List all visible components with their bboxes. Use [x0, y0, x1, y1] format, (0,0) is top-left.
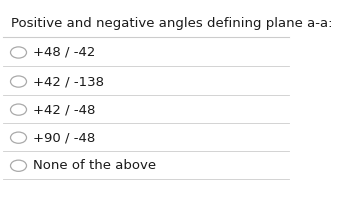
Text: +42 / -48: +42 / -48 [33, 103, 95, 116]
Text: +48 / -42: +48 / -42 [33, 46, 95, 59]
Text: Positive and negative angles defining plane a-a:: Positive and negative angles defining pl… [11, 17, 333, 30]
Text: +90 / -48: +90 / -48 [33, 131, 95, 144]
Text: +42 / -138: +42 / -138 [33, 75, 104, 88]
Text: None of the above: None of the above [33, 159, 156, 172]
